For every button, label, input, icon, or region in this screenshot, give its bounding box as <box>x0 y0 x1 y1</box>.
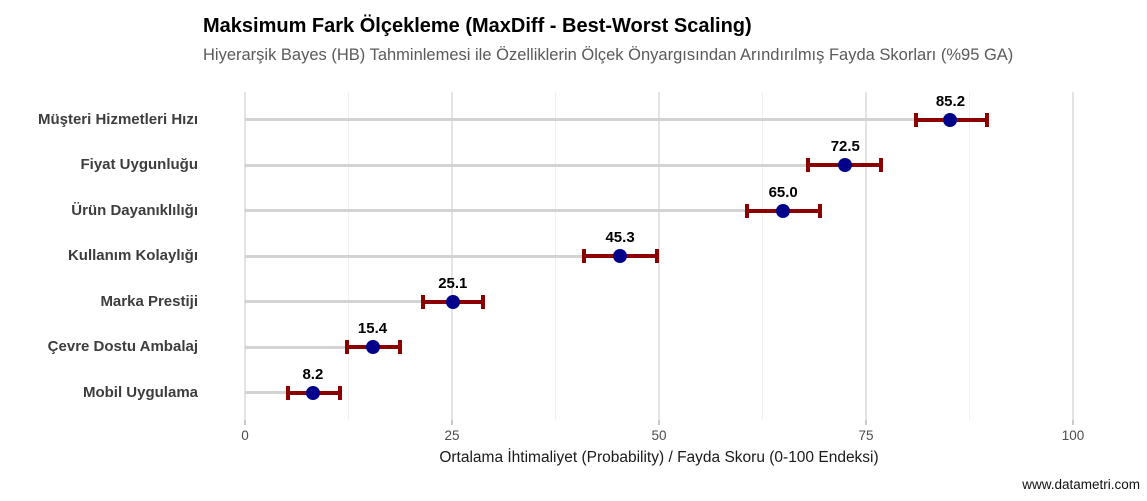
x-axis-tick-label: 50 <box>651 428 667 443</box>
error-bar-cap-right <box>654 249 659 263</box>
value-label: 15.4 <box>357 320 388 337</box>
data-point <box>305 385 320 400</box>
category-label: Kullanım Kolaylığı <box>67 247 198 264</box>
value-label: 8.2 <box>302 365 324 383</box>
x-axis-tick-label: 0 <box>241 428 249 443</box>
x-axis-tick <box>865 420 867 425</box>
category-label: Ürün Dayanıklılığı <box>71 201 198 219</box>
chart-subtitle: Hiyerarşik Bayes (HB) Tahminlemesi ile Ö… <box>203 46 1014 64</box>
category-label: Mobil Uygulama <box>82 383 198 401</box>
data-point <box>613 249 628 263</box>
value-label: 65.0 <box>768 183 798 201</box>
x-axis-tick <box>1072 420 1074 425</box>
error-bar-cap-left <box>806 158 811 172</box>
error-bar-cap-right <box>878 158 883 172</box>
x-axis-tick <box>451 420 453 425</box>
error-bar-cap-right <box>984 112 989 127</box>
x-axis-tick-label: 75 <box>858 428 874 443</box>
watermark-text: www.datametri.com <box>1022 477 1140 492</box>
error-bar-cap-left <box>344 340 349 354</box>
stem-line <box>245 118 951 121</box>
error-bar-cap-right <box>817 203 822 218</box>
major-gridline <box>1072 92 1074 420</box>
category-label: Marka Prestiji <box>100 292 198 310</box>
error-bar-cap-left <box>913 112 918 127</box>
value-label: 25.1 <box>438 274 468 292</box>
error-bar-cap-left <box>582 249 587 263</box>
x-axis-tick <box>658 420 660 425</box>
stem-line <box>245 163 846 167</box>
data-point <box>838 158 853 172</box>
chart-title: Maksimum Fark Ölçekleme (MaxDiff - Best-… <box>203 15 752 37</box>
error-bar-cap-right <box>480 294 485 309</box>
x-axis-tick-label: 25 <box>444 428 460 443</box>
stem-line <box>245 300 453 303</box>
data-point <box>365 340 380 354</box>
error-bar-cap-left <box>286 385 291 400</box>
data-point <box>445 294 460 309</box>
error-bar-cap-left <box>421 294 426 309</box>
minor-gridline <box>969 92 970 420</box>
stem-line <box>245 391 313 394</box>
x-axis-title: Ortalama İhtimaliyet (Probability) / Fay… <box>439 449 879 466</box>
category-label: Çevre Dostu Ambalaj <box>47 338 198 355</box>
stem-line <box>245 345 373 349</box>
error-bar-cap-left <box>744 203 749 218</box>
stem-line <box>245 254 621 258</box>
stem-line <box>245 209 784 212</box>
value-label: 85.2 <box>935 92 966 110</box>
data-point <box>776 203 791 218</box>
major-gridline <box>658 92 660 420</box>
value-label: 72.5 <box>830 138 860 155</box>
category-label: Müşteri Hizmetleri Hızı <box>37 110 198 128</box>
category-label: Fiyat Uygunluğu <box>80 156 199 173</box>
error-bar-cap-right <box>397 340 402 354</box>
error-bar-cap-right <box>338 385 343 400</box>
major-gridline <box>865 92 867 420</box>
x-axis-tick <box>244 420 246 425</box>
data-point <box>943 112 958 127</box>
value-label: 45.3 <box>605 229 635 246</box>
x-axis-tick-label: 100 <box>1061 428 1085 443</box>
minor-gridline <box>762 92 763 420</box>
